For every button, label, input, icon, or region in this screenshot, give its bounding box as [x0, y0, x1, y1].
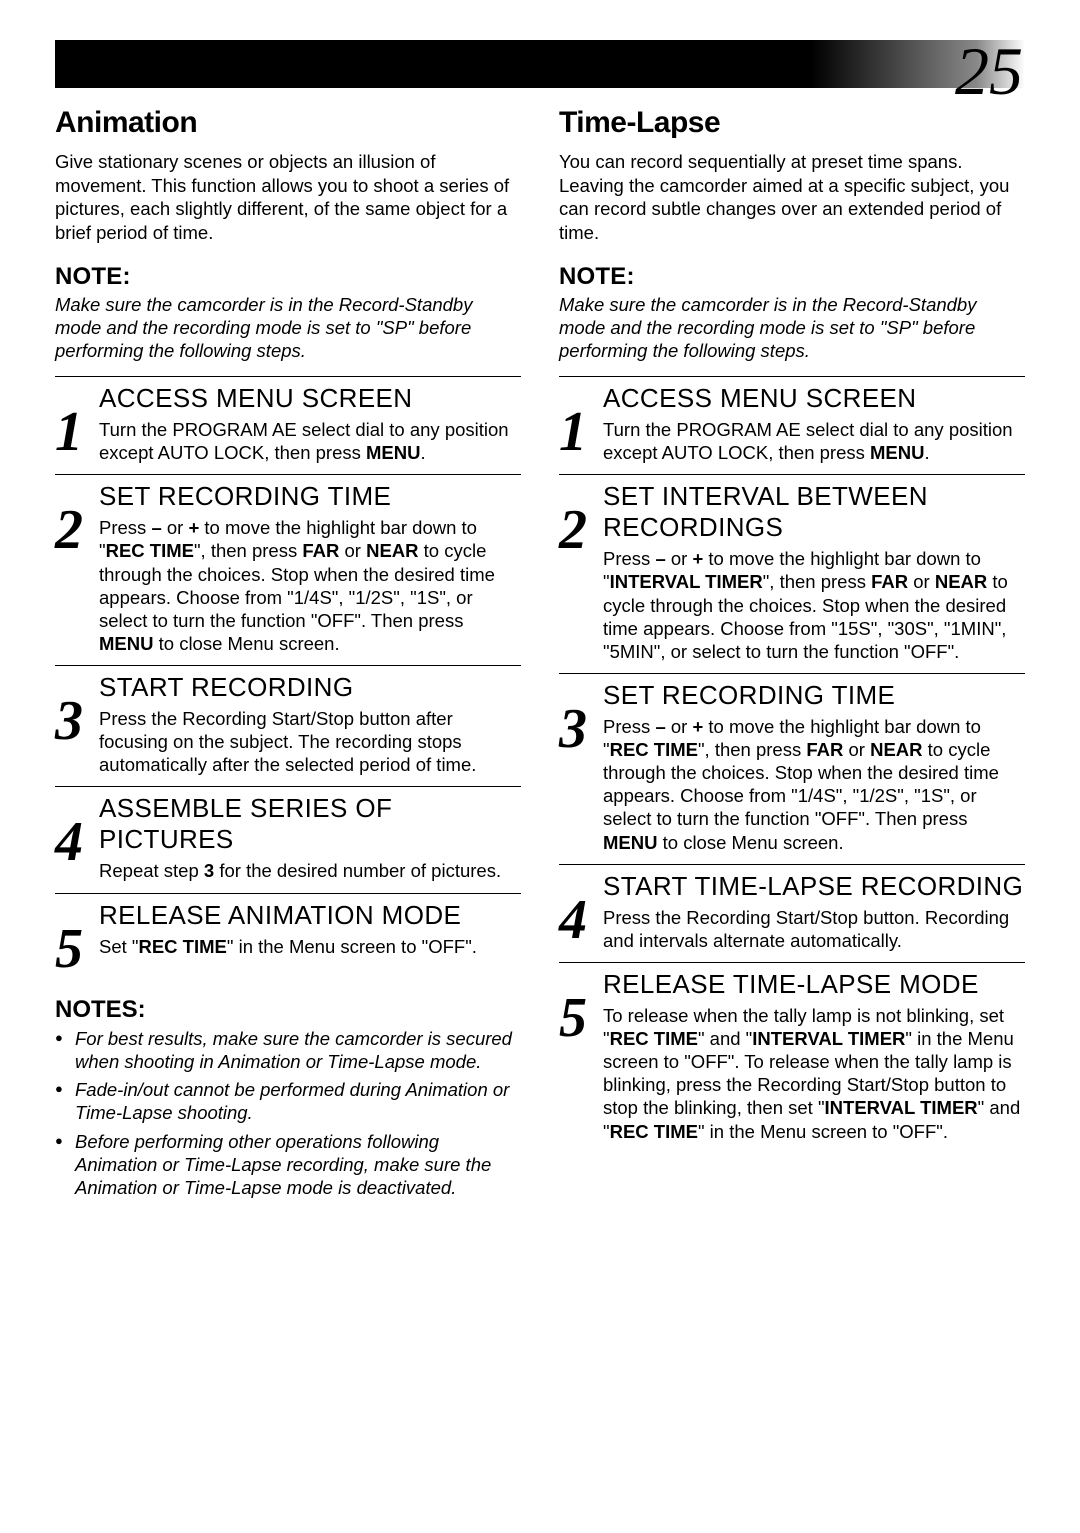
notes-item: Before performing other operations follo…: [55, 1131, 521, 1200]
step-block: 1ACCESS MENU SCREEN Turn the PROGRAM AE s…: [55, 376, 521, 464]
step-number: 1: [559, 411, 603, 453]
left-column: Animation Give stationary scenes or obje…: [55, 106, 521, 1206]
step-number: 2: [559, 509, 603, 551]
step-title: ACCESS MENU SCREEN: [603, 383, 1025, 414]
step-text: Press – or + to move the highlight bar d…: [603, 715, 1025, 854]
note-body: Make sure the camcorder is in the Record…: [559, 293, 1025, 362]
step-text: Repeat step 3 for the desired number of …: [99, 859, 521, 882]
step-number: 1: [55, 411, 99, 453]
step-number: 4: [559, 899, 603, 941]
step-text: Set "REC TIME" in the Menu screen to "OF…: [99, 935, 521, 958]
step-number: 3: [55, 700, 99, 742]
step-title: START RECORDING: [99, 672, 521, 703]
step-title: SET RECORDING TIME: [99, 481, 521, 512]
step-number: 5: [55, 928, 99, 970]
step-block: 2SET INTERVAL BETWEEN RECORDINGSPress – …: [559, 474, 1025, 663]
header-bar: 25: [55, 40, 1025, 88]
step-block: 2SET RECORDING TIME Press – or + to move …: [55, 474, 521, 655]
step-title: RELEASE ANIMATION MODE: [99, 900, 521, 931]
step-title: RELEASE TIME-LAPSE MODE: [603, 969, 1025, 1000]
notes-item: For best results, make sure the camcorde…: [55, 1028, 521, 1074]
notes-list: For best results, make sure the camcorde…: [55, 1028, 521, 1201]
step-number: 2: [55, 509, 99, 551]
step-text: Turn the PROGRAM AE select dial to any p…: [603, 418, 1025, 464]
right-column: Time-Lapse You can record sequentially a…: [559, 106, 1025, 1206]
step-title: ASSEMBLE SERIES OF PICTURES: [99, 793, 521, 855]
step-title: SET RECORDING TIME: [603, 680, 1025, 711]
note-body: Make sure the camcorder is in the Record…: [55, 293, 521, 362]
note-heading: NOTE:: [559, 263, 1025, 291]
step-title: START TIME-LAPSE RECORDING: [603, 871, 1025, 902]
note-heading: NOTE:: [55, 263, 521, 291]
step-block: 5RELEASE ANIMATION MODE Set "REC TIME" in…: [55, 893, 521, 970]
step-text: Press – or + to move the highlight bar d…: [99, 516, 521, 655]
animation-steps: 1ACCESS MENU SCREEN Turn the PROGRAM AE s…: [55, 376, 521, 970]
timelapse-intro: You can record sequentially at preset ti…: [559, 150, 1025, 245]
step-block: 3SET RECORDING TIME Press – or + to move …: [559, 673, 1025, 854]
manual-page: 25 Animation Give stationary scenes or o…: [0, 0, 1080, 1256]
step-block: 4ASSEMBLE SERIES OF PICTURES Repeat step …: [55, 786, 521, 882]
animation-title: Animation: [55, 106, 521, 140]
content-columns: Animation Give stationary scenes or obje…: [55, 106, 1025, 1206]
step-number: 5: [559, 997, 603, 1039]
step-block: 4START TIME-LAPSE RECORDING Press the Rec…: [559, 864, 1025, 952]
step-block: 5RELEASE TIME-LAPSE MODE To release when …: [559, 962, 1025, 1143]
step-number: 4: [55, 821, 99, 863]
step-number: 3: [559, 708, 603, 750]
notes-heading: NOTES:: [55, 996, 521, 1024]
animation-intro: Give stationary scenes or objects an ill…: [55, 150, 521, 245]
step-text: Turn the PROGRAM AE select dial to any p…: [99, 418, 521, 464]
step-title: ACCESS MENU SCREEN: [99, 383, 521, 414]
step-text: Press the Recording Start/Stop button. R…: [603, 906, 1025, 952]
step-block: 1ACCESS MENU SCREEN Turn the PROGRAM AE s…: [559, 376, 1025, 464]
step-block: 3START RECORDING Press the Recording Star…: [55, 665, 521, 776]
step-text: Press – or + to move the highlight bar d…: [603, 547, 1025, 663]
step-text: Press the Recording Start/Stop button af…: [99, 707, 521, 776]
timelapse-title: Time-Lapse: [559, 106, 1025, 140]
page-number: 25: [955, 32, 1023, 111]
notes-item: Fade-in/out cannot be performed during A…: [55, 1079, 521, 1125]
step-text: To release when the tally lamp is not bl…: [603, 1004, 1025, 1143]
step-title: SET INTERVAL BETWEEN RECORDINGS: [603, 481, 1025, 543]
timelapse-steps: 1ACCESS MENU SCREEN Turn the PROGRAM AE s…: [559, 376, 1025, 1143]
